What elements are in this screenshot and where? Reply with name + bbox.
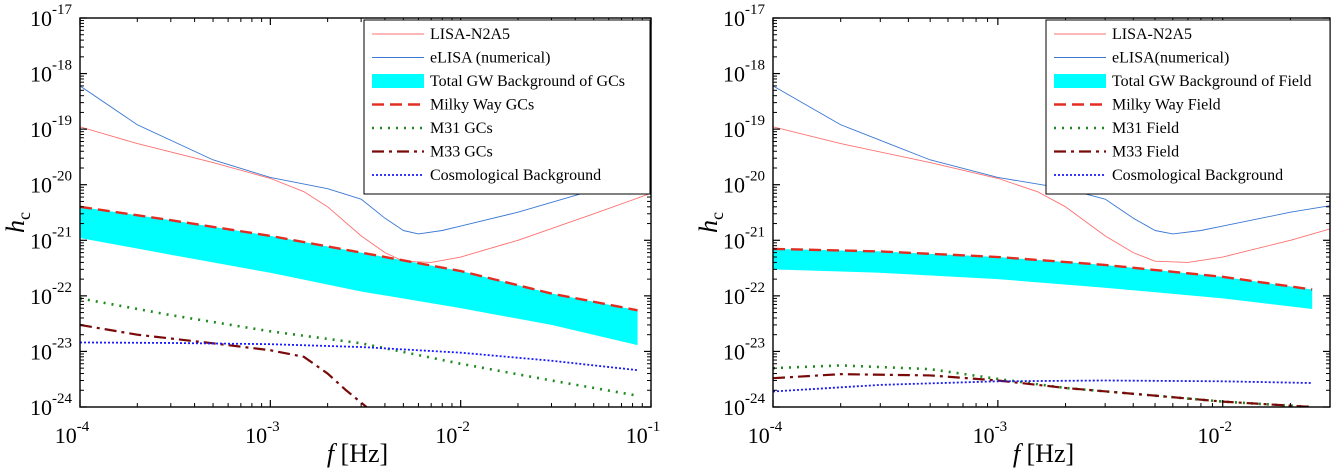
x-tick-label: 10-3 — [973, 419, 1008, 448]
legend-label: M31 Field — [1112, 120, 1179, 137]
y-axis-label-subscript: c — [707, 212, 727, 220]
x-tick-exponent: -3 — [267, 419, 280, 435]
y-tick-label: 10-20 — [723, 169, 765, 198]
y-tick-exponent: -17 — [52, 2, 72, 18]
series-band-total-background — [80, 206, 638, 346]
x-tick-label: 10-4 — [748, 419, 783, 448]
y-tick-label: 10-19 — [30, 113, 72, 142]
x-tick-label: 10-4 — [55, 419, 90, 448]
y-tick-label: 10-22 — [723, 280, 765, 309]
x-tick-exponent: -2 — [1219, 419, 1232, 435]
x-axis-label-symbol: f — [327, 439, 338, 468]
x-axis-label-unit: [Hz] — [334, 439, 388, 468]
plot-frame — [79, 17, 652, 408]
y-tick-exponent: -18 — [745, 58, 765, 74]
y-tick-exponent: -23 — [745, 335, 765, 351]
y-tick-exponent: -18 — [52, 58, 72, 74]
x-tick-label: 10-3 — [245, 419, 280, 448]
y-tick-label: 10-20 — [30, 169, 72, 198]
series-line-5 — [773, 364, 1313, 407]
legend: LISA-N2A5 eLISA(numerical) Total GW Backgr… — [1045, 19, 1331, 195]
y-tick-exponent: -17 — [745, 2, 765, 18]
y-tick-exponent: -23 — [52, 335, 72, 351]
x-axis-label: f [Hz] — [327, 439, 388, 468]
y-axis-label-symbol: h — [1, 220, 30, 233]
y-tick-label: 10-24 — [723, 391, 765, 420]
y-tick-label: 10-21 — [723, 224, 765, 253]
series-line-4 — [773, 247, 1313, 291]
legend-label: Cosmological Background — [1112, 167, 1283, 184]
y-tick-exponent: -20 — [52, 169, 72, 185]
y-tick-exponent: -21 — [52, 224, 72, 240]
legend-label: LISA-N2A5 — [1112, 26, 1192, 43]
y-tick-label: 10-17 — [30, 2, 72, 31]
y-tick-exponent: -21 — [745, 224, 765, 240]
legend-label: Total GW Background of Field — [1112, 73, 1311, 90]
series-line-7 — [80, 341, 638, 372]
y-tick-label: 10-23 — [723, 335, 765, 364]
x-axis-label: f [Hz] — [1013, 439, 1074, 468]
series-line-6 — [773, 373, 1313, 407]
x-tick-exponent: -1 — [648, 419, 661, 435]
x-axis-label-symbol: f — [1013, 439, 1024, 468]
legend-swatch — [1054, 74, 1106, 88]
y-tick-label: 10-19 — [723, 113, 765, 142]
legend-label: M33 GCs — [430, 144, 493, 161]
plot-area — [773, 85, 1330, 407]
x-tick-label: 10-2 — [435, 419, 470, 448]
x-tick-exponent: -4 — [770, 419, 783, 435]
legend-label: Milky Way GCs — [430, 97, 534, 114]
legend-label: eLISA (numerical) — [430, 50, 550, 67]
legend-box — [363, 19, 651, 195]
x-tick-label: 10-1 — [626, 419, 661, 448]
y-tick-label: 10-17 — [723, 2, 765, 31]
legend-label: Milky Way Field — [1112, 97, 1221, 114]
y-tick-exponent: -22 — [745, 280, 765, 296]
y-tick-label: 10-21 — [30, 224, 72, 253]
series-line-2 — [773, 85, 1330, 235]
series-line-6 — [80, 323, 368, 407]
y-axis-label: hc — [1, 212, 34, 233]
y-tick-exponent: -20 — [745, 169, 765, 185]
legend-label: eLISA(numerical) — [1112, 50, 1229, 67]
y-tick-label: 10-24 — [30, 391, 72, 420]
x-tick-label: 10-2 — [1197, 419, 1232, 448]
series-line-1 — [773, 126, 1330, 263]
legend-label: M31 GCs — [430, 120, 493, 137]
y-tick-exponent: -22 — [52, 280, 72, 296]
series-line-4 — [80, 205, 638, 312]
y-tick-label: 10-18 — [723, 58, 765, 87]
x-axis-label-unit: [Hz] — [1020, 439, 1074, 468]
legend: LISA-N2A5 eLISA (numerical) Total GW Backg… — [363, 19, 651, 195]
series-line-1 — [80, 126, 651, 263]
legend-label: Cosmological Background — [430, 167, 601, 184]
y-tick-label: 10-22 — [30, 280, 72, 309]
legend-label: LISA-N2A5 — [430, 26, 510, 43]
x-tick-exponent: -3 — [995, 419, 1008, 435]
y-tick-exponent: -19 — [745, 113, 765, 129]
plot-area — [80, 85, 651, 407]
series-line-7 — [773, 379, 1313, 393]
chart-1: 10-24 10-23 10-22 10-21 10-20 10-19 10-18 10-17… — [1, 2, 660, 468]
y-axis-label: hc — [694, 212, 727, 233]
y-axis-label-subscript: c — [14, 212, 34, 220]
y-axis-label-symbol: h — [694, 220, 723, 233]
series-band-total-background — [773, 248, 1313, 310]
y-tick-exponent: -24 — [745, 391, 765, 407]
x-tick-exponent: -2 — [457, 419, 470, 435]
plot-frame — [772, 17, 1331, 408]
x-tick-exponent: -4 — [77, 419, 90, 435]
legend-label: M33 Field — [1112, 144, 1179, 161]
legend-label: Total GW Background of GCs — [430, 73, 625, 90]
series-line-2 — [80, 85, 651, 235]
y-tick-label: 10-18 — [30, 58, 72, 87]
y-tick-exponent: -19 — [52, 113, 72, 129]
y-tick-label: 10-23 — [30, 335, 72, 364]
chart-2: 10-24 10-23 10-22 10-21 10-20 10-19 10-18 10-17… — [694, 2, 1331, 468]
legend-swatch — [372, 74, 424, 88]
y-tick-exponent: -24 — [52, 391, 72, 407]
legend-box — [1045, 19, 1331, 195]
